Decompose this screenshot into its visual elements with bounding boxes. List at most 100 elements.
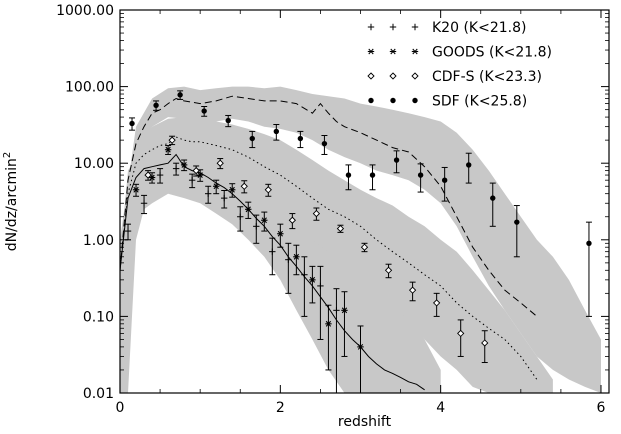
legend-label: CDF-S (K<23.3) xyxy=(432,69,542,85)
data-point xyxy=(301,271,308,278)
legend-marker xyxy=(367,23,375,31)
data-point xyxy=(341,307,348,314)
axis-ticks: 0.01 0.10 1.00 10.00 100.00 1000.00 0 2 4 6 xyxy=(56,3,609,416)
model-line-solid xyxy=(120,153,425,391)
data-point xyxy=(269,248,276,255)
data-point xyxy=(216,159,224,167)
y-tick-label: 10.00 xyxy=(74,156,114,172)
legend-marker xyxy=(368,97,374,104)
legend-entry: GOODS (K<21.8) xyxy=(367,45,552,61)
x-axis-label: redshift xyxy=(338,414,392,430)
legend-marker xyxy=(367,48,375,55)
data-point xyxy=(481,339,489,347)
data-point xyxy=(417,172,424,178)
data-point xyxy=(188,176,196,184)
data-point xyxy=(172,165,180,172)
data-point xyxy=(164,146,172,153)
data-point xyxy=(309,276,316,283)
model-band-2 xyxy=(120,117,553,393)
data-point xyxy=(360,243,369,251)
data-point xyxy=(408,286,417,294)
data-points xyxy=(124,90,592,393)
legend: K20 (K<21.8) GOODS (K<21.8) CDF-S (K<23.3)… xyxy=(367,20,552,110)
data-point xyxy=(192,166,200,175)
legend-label: K20 (K<21.8) xyxy=(432,20,526,36)
data-point xyxy=(312,209,321,218)
legend-marker xyxy=(390,97,396,104)
data-point xyxy=(229,186,236,193)
data-point xyxy=(264,186,272,194)
legend-marker xyxy=(389,23,397,31)
data-point xyxy=(261,217,268,224)
data-point xyxy=(345,172,352,178)
legend-entry: CDF-S (K<23.3) xyxy=(367,69,542,85)
data-point xyxy=(245,206,252,213)
model-lines xyxy=(120,95,538,391)
y-axis-label-superscript: 2 xyxy=(2,152,13,158)
data-point xyxy=(357,343,364,350)
data-point xyxy=(514,219,520,225)
y-tick-label: 1000.00 xyxy=(56,3,114,19)
data-point xyxy=(201,108,207,114)
data-point xyxy=(288,216,296,224)
data-point xyxy=(237,213,244,220)
data-point xyxy=(204,190,212,197)
data-point xyxy=(153,102,159,108)
x-tick-label: 2 xyxy=(276,400,285,416)
data-point xyxy=(273,128,280,135)
legend-entry: SDF (K<25.8) xyxy=(368,94,527,110)
legend-marker xyxy=(367,72,375,80)
data-point xyxy=(132,186,140,193)
y-tick-label: 0.10 xyxy=(83,309,114,325)
y-axis-label: dN/dz/arcmin2 xyxy=(2,152,20,252)
data-point xyxy=(156,171,164,179)
data-point xyxy=(466,162,472,168)
data-point xyxy=(317,282,324,290)
data-point xyxy=(441,177,448,183)
data-point xyxy=(168,136,176,144)
legend-marker xyxy=(389,72,397,80)
model-line-dotted xyxy=(120,136,538,380)
data-point xyxy=(369,172,376,178)
legend-label: GOODS (K<21.8) xyxy=(432,45,552,61)
data-point xyxy=(336,224,345,233)
legend-entry: K20 (K<21.8) xyxy=(367,20,526,36)
data-point xyxy=(384,266,393,274)
data-point xyxy=(196,172,204,178)
data-point xyxy=(212,183,220,190)
data-point xyxy=(333,307,340,314)
data-point xyxy=(129,120,135,127)
legend-label: SDF (K<25.8) xyxy=(432,94,527,110)
data-point xyxy=(285,256,292,263)
series-diamond xyxy=(144,135,489,364)
data-point xyxy=(225,117,231,124)
series-dot xyxy=(129,90,592,317)
data-point xyxy=(277,230,284,237)
data-point xyxy=(240,182,248,190)
data-point xyxy=(586,240,592,247)
plot-frame xyxy=(119,9,610,394)
data-point xyxy=(140,200,148,207)
data-point xyxy=(433,299,441,307)
legend-marker xyxy=(411,23,419,31)
legend-marker xyxy=(411,72,419,80)
data-point xyxy=(180,161,188,168)
data-point xyxy=(144,171,152,179)
data-point xyxy=(293,253,300,260)
y-tick-label: 1.00 xyxy=(83,233,114,249)
data-point xyxy=(393,157,400,163)
y-tick-label: 0.01 xyxy=(83,386,114,402)
data-point xyxy=(221,194,228,202)
y-tick-label: 100.00 xyxy=(65,80,114,96)
legend-marker xyxy=(411,48,419,55)
series-asterisk xyxy=(132,145,364,393)
model-band-3 xyxy=(120,86,601,393)
data-point xyxy=(124,227,132,235)
data-point xyxy=(253,223,260,230)
data-point xyxy=(457,329,465,338)
x-tick-label: 0 xyxy=(116,400,125,416)
x-tick-label: 4 xyxy=(436,400,445,416)
data-point xyxy=(325,320,332,327)
data-point xyxy=(297,135,304,142)
